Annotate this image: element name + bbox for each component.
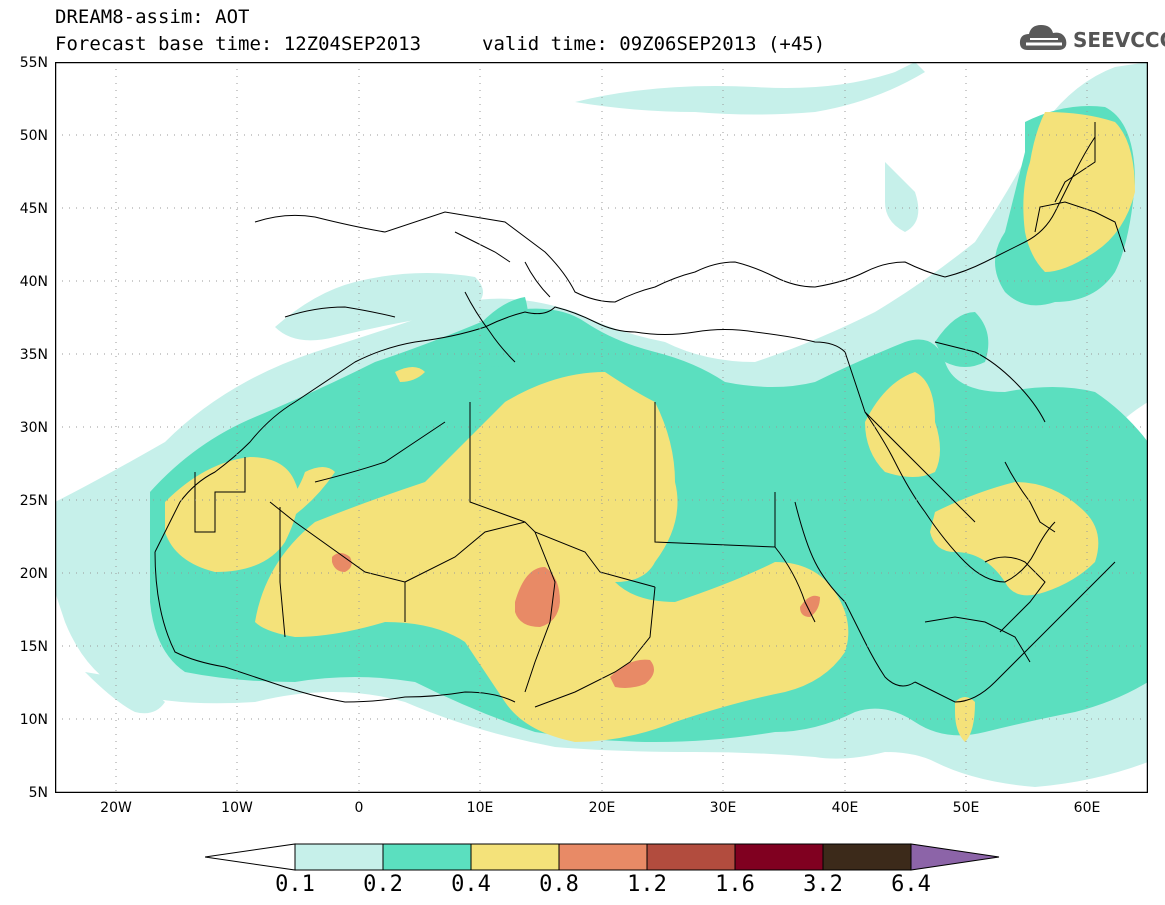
map-frame bbox=[55, 62, 1148, 793]
colorbar-cell bbox=[734, 843, 824, 871]
lat-label: 10N bbox=[19, 712, 48, 728]
lat-label: 25N bbox=[19, 493, 48, 509]
map-title: DREAM8-assim: AOT bbox=[55, 6, 250, 28]
lat-label: 40N bbox=[19, 274, 48, 290]
lat-label: 45N bbox=[19, 201, 48, 217]
lat-label: 5N bbox=[28, 785, 48, 801]
colorbar-label: 6.4 bbox=[891, 872, 931, 897]
valid-time: valid time: 09Z06SEP2013 (+45) bbox=[482, 33, 826, 55]
lat-label: 35N bbox=[19, 347, 48, 363]
colorbar-cell bbox=[558, 843, 648, 871]
seevccc-logo: SEEVCCC bbox=[1018, 20, 1165, 60]
lat-label: 50N bbox=[19, 128, 48, 144]
aot-level-0.4 bbox=[165, 112, 1135, 742]
graticule-grid bbox=[55, 62, 1148, 793]
colorbar-cell bbox=[382, 843, 472, 871]
lon-label: 40E bbox=[831, 800, 859, 816]
colorbar-cell bbox=[294, 843, 384, 871]
lon-label: 20E bbox=[588, 800, 616, 816]
lat-label: 55N bbox=[19, 55, 48, 71]
aot-level-0.8 bbox=[332, 553, 820, 688]
colorbar-label: 1.6 bbox=[715, 872, 755, 897]
logo-text: SEEVCCC bbox=[1073, 28, 1165, 52]
lat-label: 30N bbox=[19, 420, 48, 436]
colorbar-label: 0.2 bbox=[363, 872, 403, 897]
colorbar-label: 0.4 bbox=[451, 872, 491, 897]
colorbar-label: 0.1 bbox=[275, 872, 315, 897]
colorbar-label: 1.2 bbox=[627, 872, 667, 897]
lon-label: 50E bbox=[952, 800, 980, 816]
colorbar-cell bbox=[470, 843, 560, 871]
forecast-base-time: Forecast base time: 12Z04SEP2013 bbox=[55, 33, 422, 55]
colorbar-label: 0.8 bbox=[539, 872, 579, 897]
colorbar-cell-above bbox=[910, 843, 1000, 871]
colorbar-label: 3.2 bbox=[803, 872, 843, 897]
lon-label: 20W bbox=[100, 800, 132, 816]
lat-label: 15N bbox=[19, 639, 48, 655]
aot-colorbar bbox=[205, 843, 1000, 871]
aot-map bbox=[55, 62, 1148, 793]
lon-label: 10W bbox=[221, 800, 253, 816]
lon-label: 0 bbox=[354, 800, 364, 816]
lon-label: 10E bbox=[466, 800, 494, 816]
lon-label: 30E bbox=[709, 800, 737, 816]
lon-label: 60E bbox=[1073, 800, 1101, 816]
cloud-icon bbox=[1019, 25, 1067, 50]
lat-label: 20N bbox=[19, 566, 48, 582]
colorbar-cell-below bbox=[205, 843, 296, 871]
colorbar-cell bbox=[646, 843, 736, 871]
country-borders bbox=[154, 122, 1126, 708]
colorbar-cell bbox=[822, 843, 912, 871]
